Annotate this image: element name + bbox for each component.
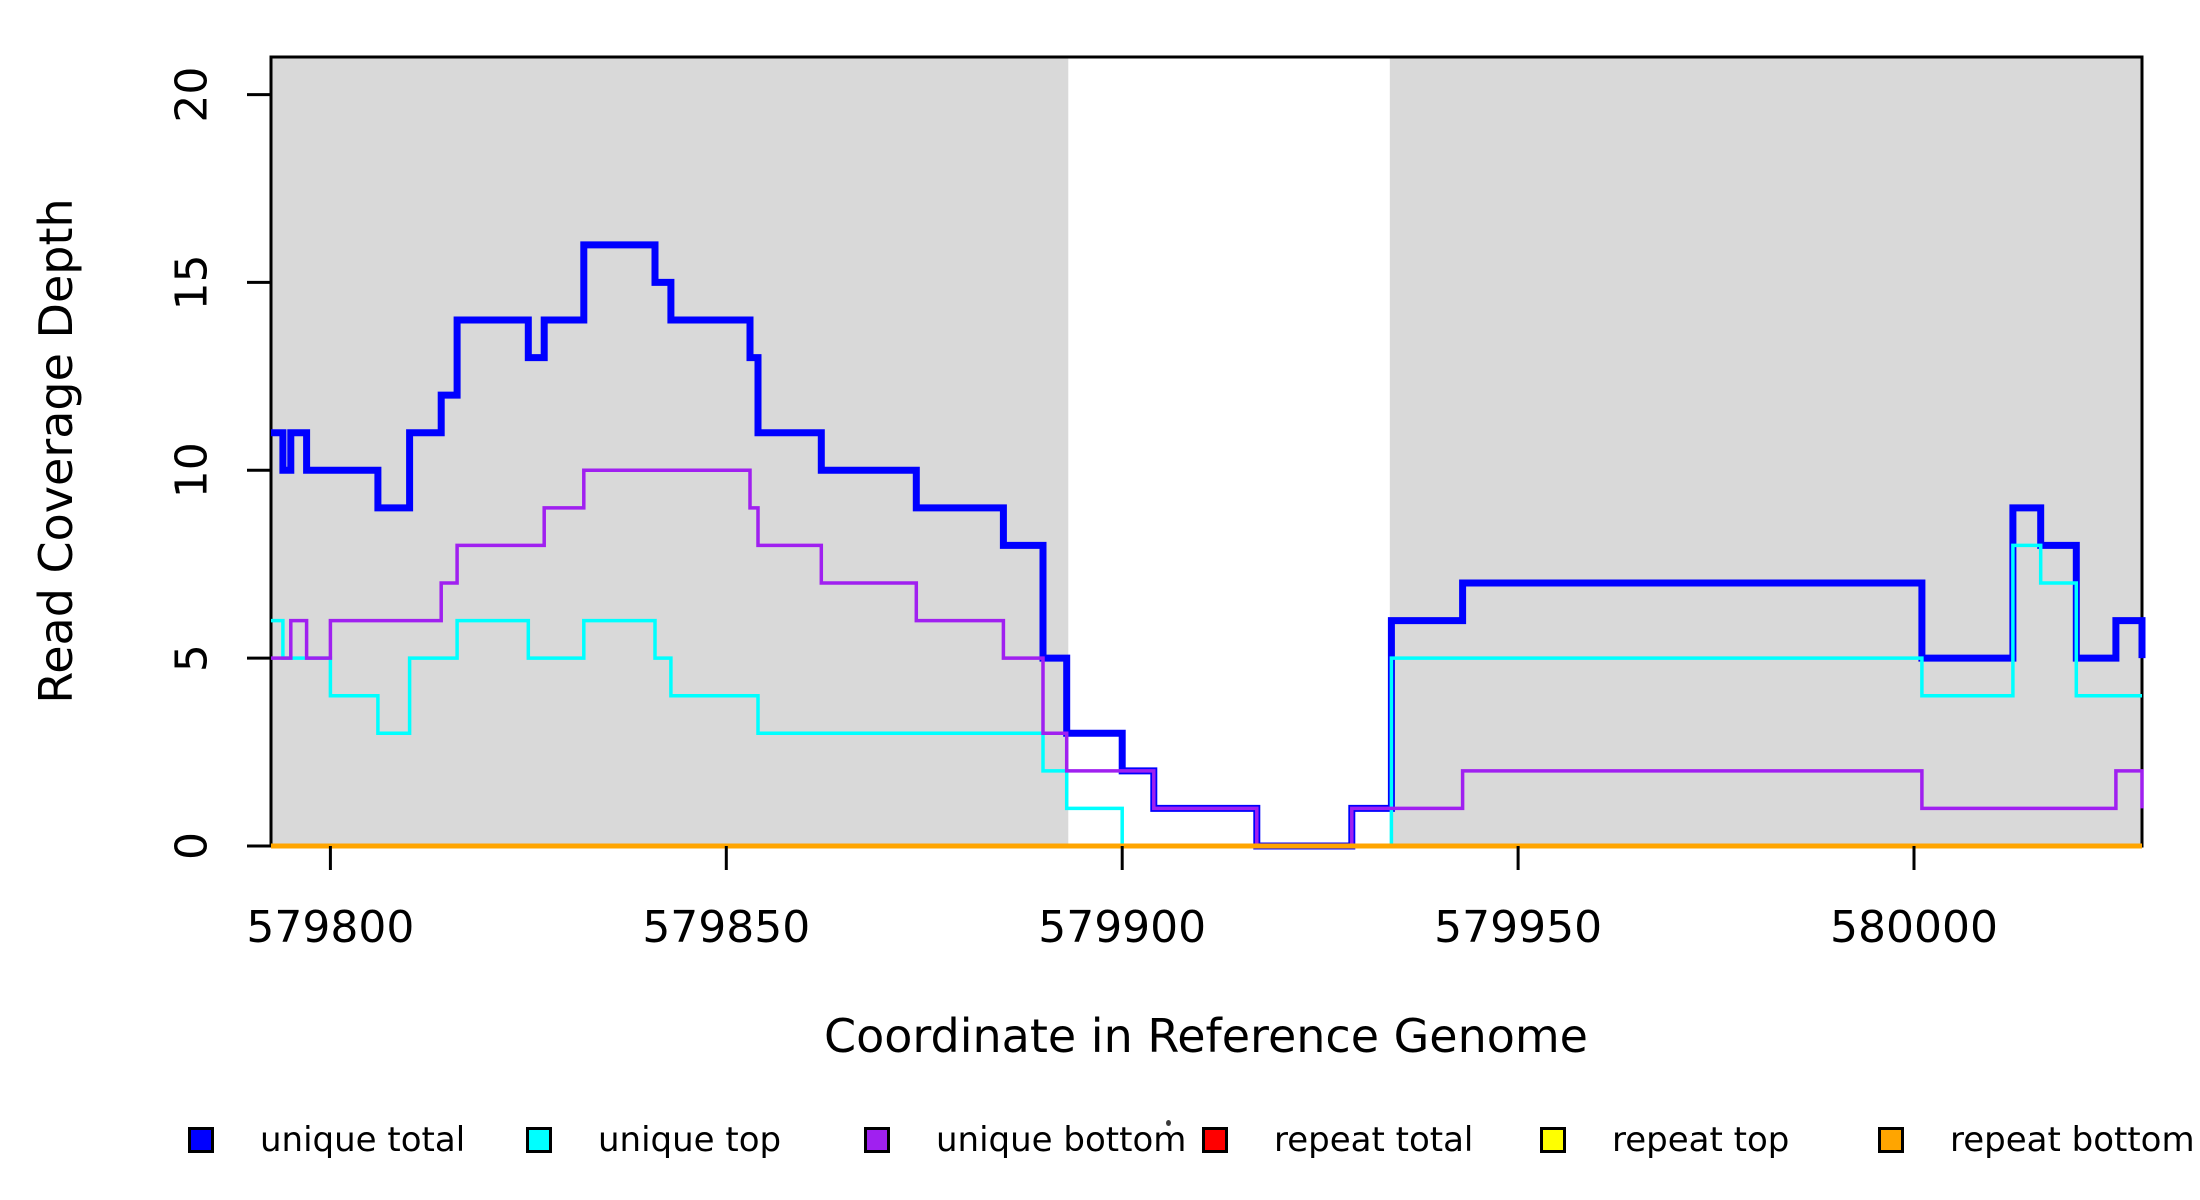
x-tick-label: 579950: [1434, 902, 1602, 953]
x-tick-label: 579800: [246, 902, 414, 953]
y-axis-title: Read Coverage Depth: [29, 198, 83, 703]
shaded-regions-group: [271, 57, 2142, 846]
shaded-region: [271, 57, 1069, 846]
legend-entry-unique-top: unique top: [526, 1120, 781, 1160]
legend-entry-unique-bottom: unique bottom: [864, 1120, 1186, 1160]
stray-mark-artifact: [1166, 1120, 1171, 1126]
y-tick-label: 5: [167, 644, 218, 672]
y-tick-label: 20: [167, 67, 218, 123]
x-tick-label: 580000: [1830, 902, 1998, 953]
legend-label: repeat bottom: [1950, 1120, 2195, 1160]
x-tick-label: 579900: [1038, 902, 1206, 953]
legend-entry-repeat-total: repeat total: [1202, 1120, 1473, 1160]
legend-entry-repeat-top: repeat top: [1540, 1120, 1789, 1160]
series-line-unique-bottom: [271, 468, 2144, 848]
legend-swatch-unique-top: [526, 1127, 552, 1153]
legend-entry-unique-total: unique total: [188, 1120, 465, 1160]
legend-swatch-unique-total: [188, 1127, 214, 1153]
series-line-unique-top: [271, 543, 2142, 848]
series-line-unique-total: [271, 241, 2146, 850]
legend-label: repeat top: [1612, 1120, 1790, 1160]
y-tick-label: 0: [167, 832, 218, 860]
axis-ticks-group: 579800 579850 579900 579950 580000 0 5 10 15 20: [167, 67, 1998, 953]
series-lines-group: [271, 241, 2146, 850]
x-tick-label: 579850: [642, 902, 810, 953]
legend-swatch-repeat-bottom: [1878, 1127, 1904, 1153]
legend-entry-repeat-bottom: repeat bottom: [1878, 1120, 2195, 1160]
legend-label: repeat total: [1274, 1120, 1474, 1160]
legend-swatch-repeat-total: [1202, 1127, 1228, 1153]
legend-swatch-unique-bottom: [864, 1127, 890, 1153]
legend-label: unique bottom: [936, 1120, 1187, 1160]
legend-label: unique total: [260, 1120, 466, 1160]
y-tick-label: 10: [167, 442, 218, 498]
x-axis-title: Coordinate in Reference Genome: [824, 1009, 1588, 1063]
legend-swatch-repeat-top: [1540, 1127, 1566, 1153]
legend-label: unique top: [598, 1120, 782, 1160]
shaded-region: [1389, 57, 2142, 846]
y-tick-label: 15: [167, 254, 218, 310]
